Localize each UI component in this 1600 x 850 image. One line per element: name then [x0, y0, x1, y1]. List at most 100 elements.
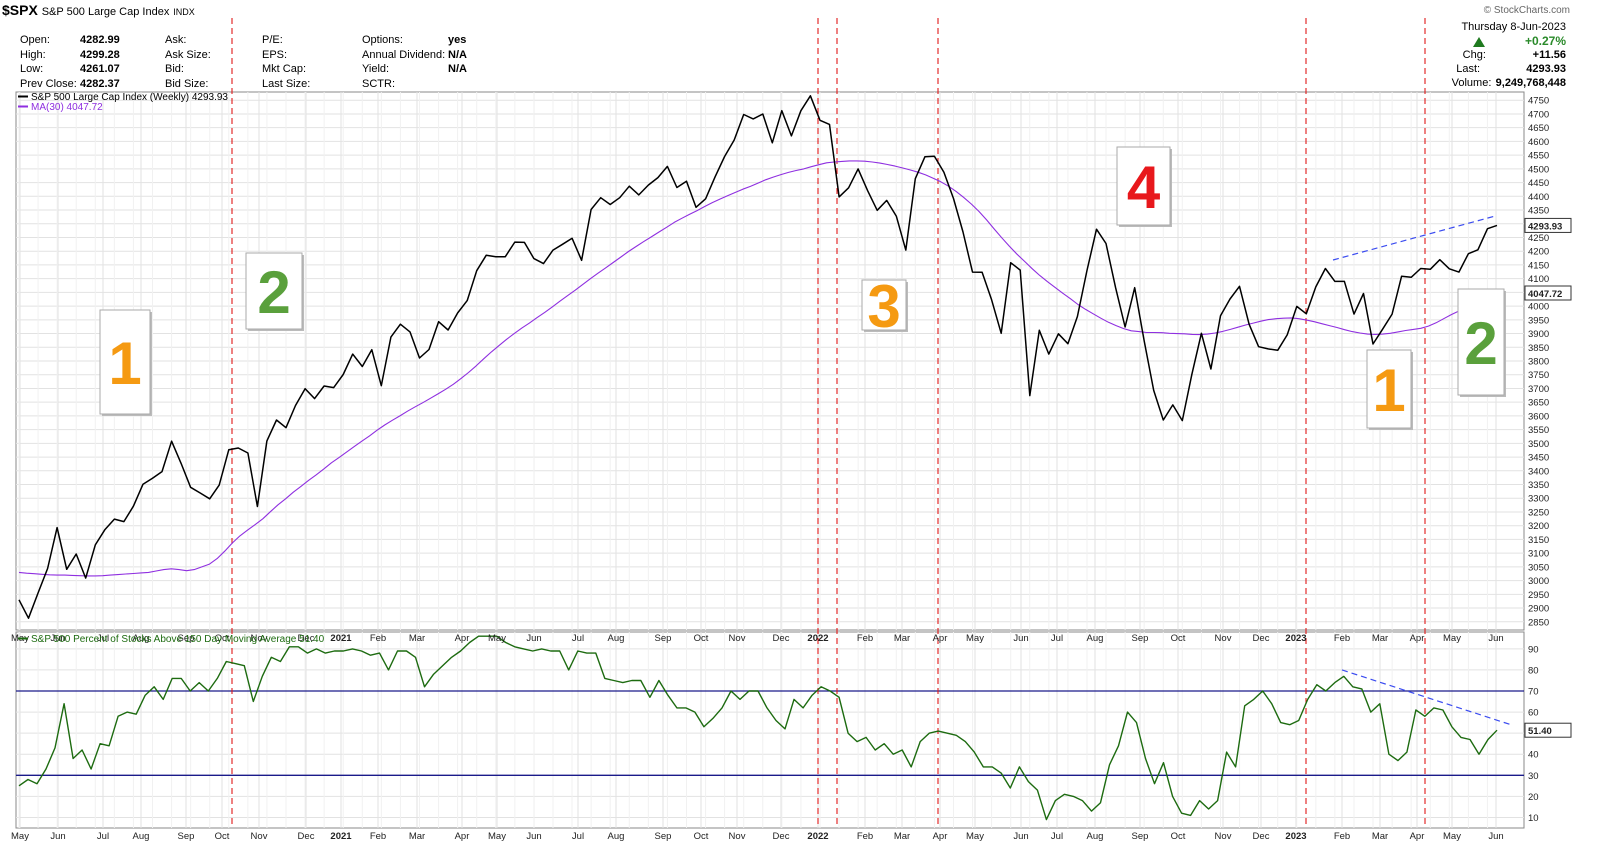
x-tick-label: Feb: [1334, 831, 1350, 842]
quote-value: N/A: [448, 63, 467, 75]
y-tick-label: 2900: [1528, 604, 1549, 615]
stage-label-1: 1: [99, 309, 152, 416]
x-tick-label: Dec: [298, 831, 315, 842]
x-tick-label: 2022: [807, 633, 828, 644]
quote-col-4: Options: yes Annual Dividend: N/A Yield: N/…: [362, 33, 467, 91]
x-tick-label: Aug: [1087, 831, 1104, 842]
x-tick-label: May: [1443, 633, 1461, 644]
legend-price: S&P 500 Large Cap Index (Weekly) 4293.93: [18, 92, 228, 103]
x-tick-label: Oct: [1171, 831, 1186, 842]
x-tick-label: Sep: [655, 831, 672, 842]
x-tick-label: Jul: [572, 831, 584, 842]
last-value: 4293.93: [1526, 63, 1566, 75]
legend-ma-text: MA(30) 4047.72: [31, 102, 103, 113]
y-tick-label: 4450: [1528, 178, 1549, 189]
quote-value: 4282.37: [80, 77, 120, 90]
y-tick-label: 4550: [1528, 151, 1549, 162]
last-price-tag-text: 4293.93: [1528, 221, 1562, 232]
stage-label-2: 2: [245, 252, 304, 331]
x-tick-label: Dec: [1253, 831, 1270, 842]
x-tick-label: Apr: [1410, 633, 1425, 644]
x-tick-label: Dec: [1253, 633, 1270, 644]
last-price-tag: 4293.93: [1524, 217, 1572, 233]
symbol: $SPX: [2, 2, 38, 18]
x-tick-label: Nov: [251, 633, 268, 644]
y-tick-label: 4750: [1528, 96, 1549, 107]
y-tick-label: 3050: [1528, 562, 1549, 573]
stage-label-4: 4: [1116, 146, 1172, 227]
x-tick-label: Dec: [298, 633, 315, 644]
quote-value: 4261.07: [80, 63, 120, 75]
x-tick-label: Aug: [608, 633, 625, 644]
x-tick-label: Mar: [894, 831, 910, 842]
y-tick-label: 4150: [1528, 260, 1549, 271]
x-tick-label: Mar: [409, 831, 425, 842]
x-tick-label: May: [11, 831, 29, 842]
stage-box: [1457, 288, 1505, 396]
x-tick-label: Jun: [50, 831, 65, 842]
x-tick-label: Apr: [1410, 831, 1425, 842]
quote-label: Bid:: [165, 63, 184, 75]
breadth-line: [18, 635, 1498, 821]
quote-label: Ask Size:: [165, 48, 211, 61]
x-tick-label: Nov: [729, 633, 746, 644]
quote-col-1: Open: 4282.99 High: 4299.28 Low: 4261.07 Pr…: [20, 33, 120, 91]
y-tick-label: 90: [1528, 644, 1539, 655]
x-tick-label: Sep: [1132, 633, 1149, 644]
x-tick-label: May: [966, 633, 984, 644]
quote-summary: Thursday 8-Jun-2023 +0.27% Chg: +11.56 La…: [1452, 20, 1566, 90]
x-tick-label: Nov: [1215, 633, 1232, 644]
y-tick-label: 3900: [1528, 329, 1549, 340]
y-tick-label: 3950: [1528, 315, 1549, 326]
quote-label: P/E:: [262, 34, 283, 46]
volume-label: Volume:: [1451, 77, 1492, 89]
quote-label: Annual Dividend:: [362, 48, 446, 61]
breadth-value-tag: 51.40: [1524, 722, 1572, 738]
watermark: © StockCharts.com: [1483, 5, 1570, 16]
x-tick-label: May: [1443, 831, 1461, 842]
x-tick-label: Feb: [857, 633, 873, 644]
x-tick-label: 2022: [807, 831, 828, 842]
quote-col-2: Ask: Ask Size: Bid: Bid Size:: [165, 33, 211, 91]
quote-value: 4299.28: [80, 48, 120, 61]
y-tick-label: 20: [1528, 792, 1539, 803]
ma-value-tag-box: [1524, 285, 1572, 301]
breadth-value-tag-box: [1524, 722, 1572, 738]
stage-label-3: 3: [861, 273, 908, 340]
stage-label-6: 2: [1457, 288, 1506, 397]
x-tick-label: Oct: [694, 633, 709, 644]
x-tick-label: Jul: [97, 633, 109, 644]
y-tick-label: 2950: [1528, 590, 1549, 601]
stage-number: 2: [1464, 310, 1497, 377]
y-tick-label: 4500: [1528, 164, 1549, 175]
quote-label: Last Size:: [262, 77, 311, 90]
y-tick-label: 80: [1528, 665, 1539, 676]
quote-label: Options:: [362, 34, 403, 46]
x-tick-label: May: [488, 633, 506, 644]
quote-value: yes: [448, 34, 467, 46]
x-tick-label: Apr: [455, 831, 470, 842]
change-percent: +0.27%: [1524, 34, 1566, 48]
y-tick-label: 3300: [1528, 494, 1549, 505]
legend-breadth-text: S&P 500 Percent of Stocks Above 150 Day …: [31, 634, 325, 645]
breadth-panel-frame: [15, 631, 1525, 829]
symbol-title: $SPX S&P 500 Large Cap Index INDX: [2, 2, 195, 18]
stage-label-5: 1: [1366, 349, 1413, 430]
quote-label: SCTR:: [362, 77, 395, 90]
y-tick-label: 40: [1528, 750, 1539, 761]
y-tick-label: 10: [1528, 813, 1539, 824]
x-tick-label: Oct: [215, 831, 230, 842]
x-tick-label: Sep: [655, 633, 672, 644]
quote-label: Prev Close:: [20, 77, 77, 90]
stage-box: [245, 252, 303, 330]
y-tick-label: 3200: [1528, 521, 1549, 532]
x-tick-label: Jul: [572, 633, 584, 644]
chg-value: +11.56: [1532, 49, 1566, 61]
x-tick-label: Jul: [97, 831, 109, 842]
x-tick-label: 2023: [1285, 633, 1306, 644]
x-tick-label: Feb: [370, 633, 386, 644]
x-tick-label: Oct: [215, 633, 230, 644]
y-tick-label: 4250: [1528, 233, 1549, 244]
stage-number: 2: [257, 259, 290, 326]
x-tick-label: Mar: [1372, 633, 1388, 644]
